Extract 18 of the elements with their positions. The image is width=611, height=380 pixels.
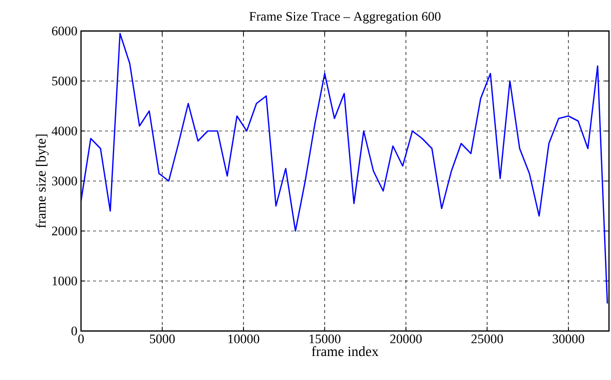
y-axis-title: frame size [byte] <box>36 134 49 228</box>
x-tick-label: 0 <box>78 334 84 344</box>
y-tick-label: 5000 <box>52 76 77 86</box>
x-axis-title: frame index <box>312 346 378 356</box>
chart-title: Frame Size Trace – Aggregation 600 <box>249 12 440 24</box>
line-series <box>81 32 608 304</box>
y-tick-label: 2000 <box>52 226 77 236</box>
x-tick-label: 20000 <box>390 334 422 344</box>
y-tick-label: 1000 <box>52 276 77 286</box>
x-tick-label: 10000 <box>228 334 260 344</box>
y-tick-label: 4000 <box>52 126 77 136</box>
y-tick-label: 6000 <box>52 26 77 36</box>
y-tick-label: 0 <box>71 326 77 336</box>
x-tick-label: 25000 <box>471 334 503 344</box>
x-tick-label: 30000 <box>552 334 584 344</box>
y-tick-label: 3000 <box>52 176 77 186</box>
x-tick-label: 15000 <box>310 334 340 344</box>
x-tick-label: 5000 <box>150 334 175 344</box>
